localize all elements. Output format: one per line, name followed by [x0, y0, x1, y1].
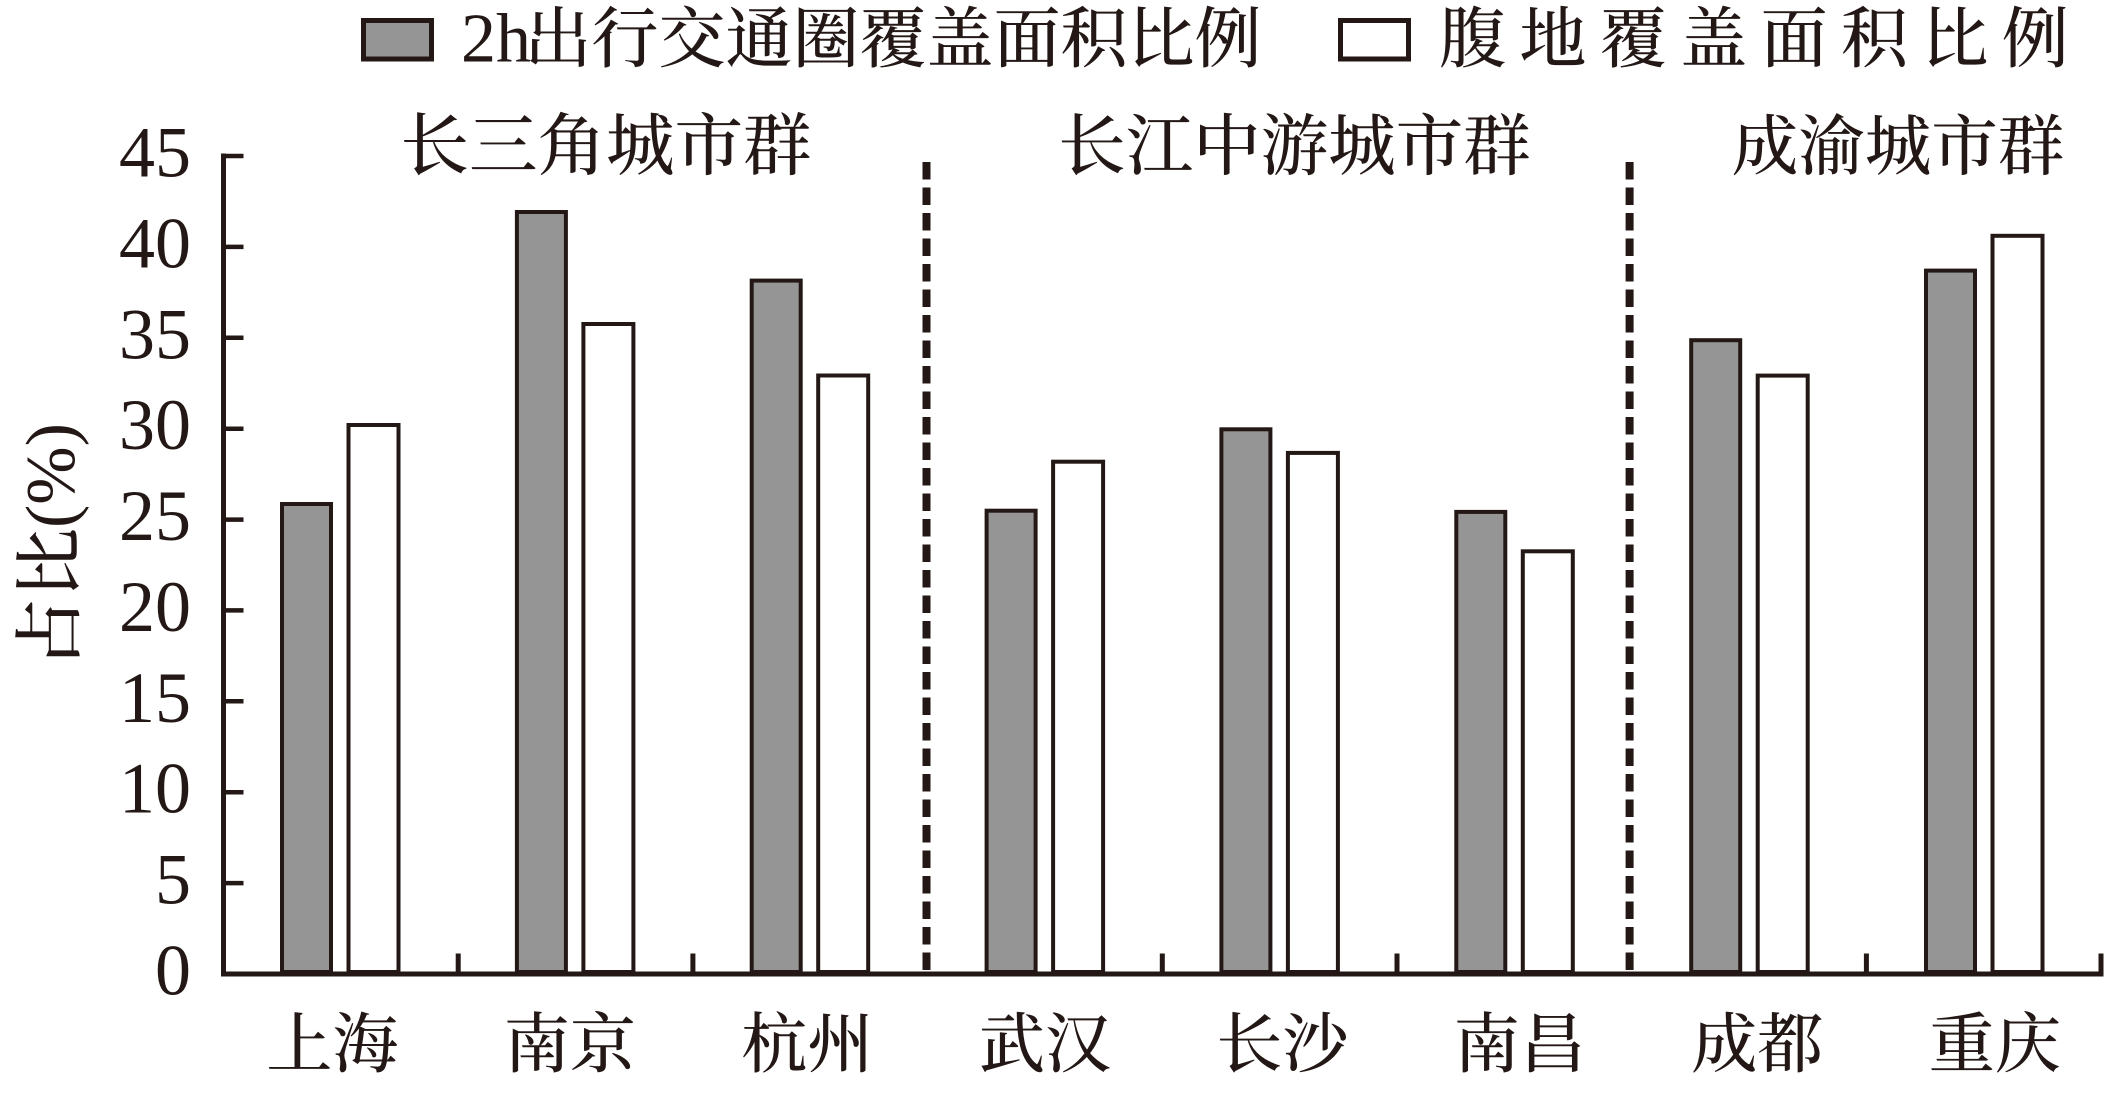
- svg-text:10: 10: [119, 749, 191, 829]
- svg-text:45: 45: [119, 113, 191, 193]
- svg-text:(%): (%): [13, 423, 90, 528]
- svg-text:0: 0: [155, 931, 191, 1011]
- svg-text:40: 40: [119, 203, 191, 283]
- svg-text:2h: 2h: [461, 1, 531, 78]
- svg-text:20: 20: [119, 567, 191, 647]
- svg-text:30: 30: [119, 385, 191, 465]
- svg-text:5: 5: [155, 840, 191, 920]
- svg-text:15: 15: [119, 658, 191, 738]
- svg-text:25: 25: [119, 476, 191, 556]
- svg-text:35: 35: [119, 294, 191, 374]
